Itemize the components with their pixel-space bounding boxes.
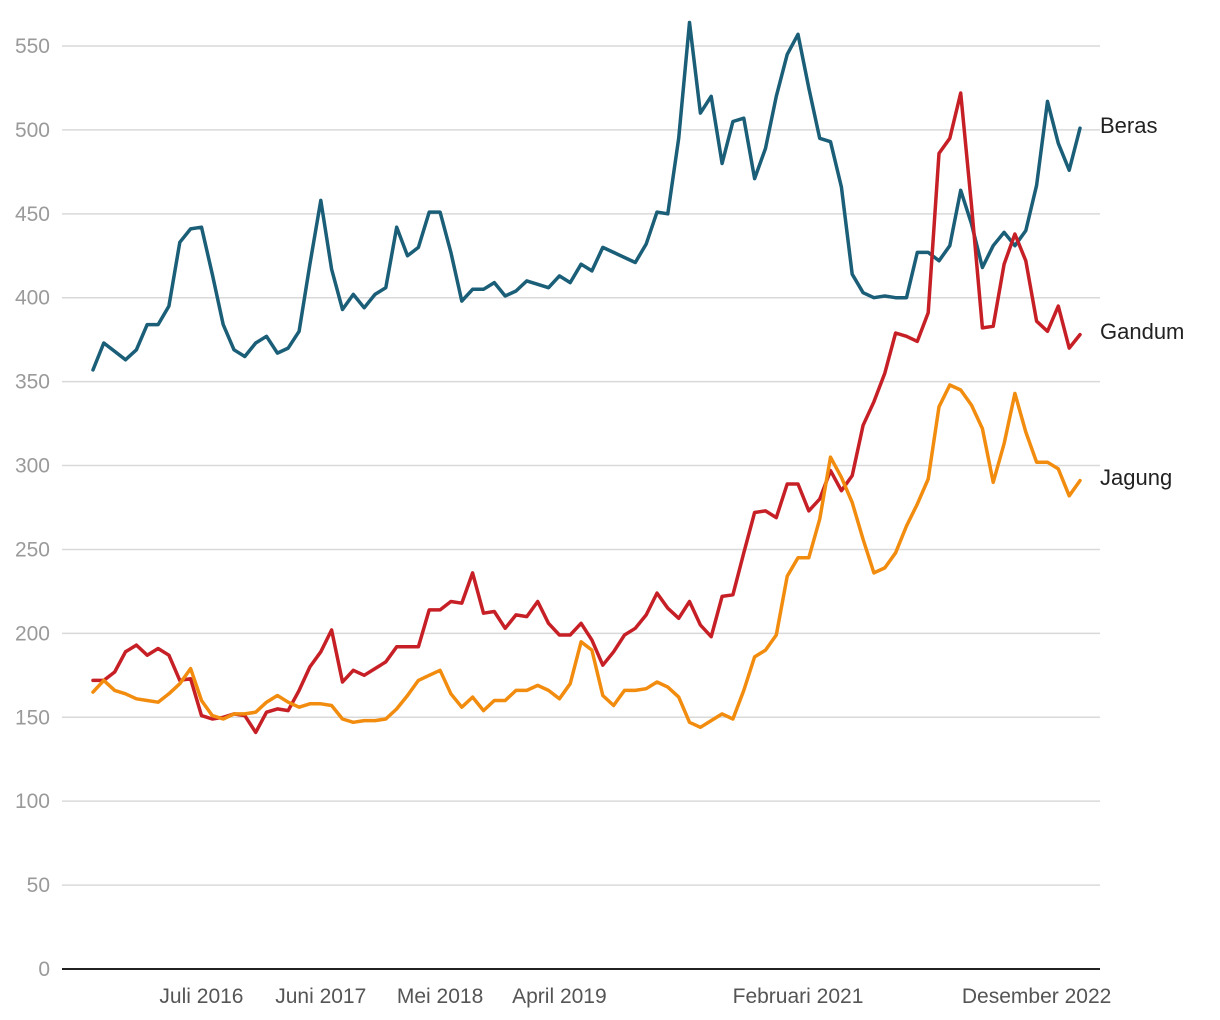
x-tick-label-0: Juli 2016 (159, 985, 243, 1008)
x-tick-label-4: Februari 2021 (733, 985, 864, 1008)
x-tick-label-1: Juni 2017 (275, 985, 366, 1008)
series-label-jagung: Jagung (1100, 465, 1172, 490)
series-lines (91, 20, 1082, 735)
series-line-beras (91, 20, 1082, 372)
y-tick-label-500: 500 (15, 119, 50, 142)
y-tick-label-550: 550 (15, 35, 50, 58)
x-tick-label-2: Mei 2018 (397, 985, 483, 1008)
gridlines (62, 45, 1100, 886)
y-tick-label-400: 400 (15, 287, 50, 310)
y-tick-label-450: 450 (15, 203, 50, 226)
series-label-gandum: Gandum (1100, 319, 1184, 344)
y-tick-label-0: 0 (38, 958, 50, 981)
y-tick-label-50: 50 (27, 874, 50, 897)
x-tick-label-3: April 2019 (512, 985, 607, 1008)
x-tick-label-5: Desember 2022 (962, 985, 1111, 1008)
y-tick-label-350: 350 (15, 371, 50, 394)
series-line-gandum (91, 91, 1082, 735)
y-tick-label-100: 100 (15, 790, 50, 813)
series-labels: Beras Gandum Jagung (1100, 113, 1184, 490)
y-tick-label-150: 150 (15, 706, 50, 729)
y-tick-label-200: 200 (15, 622, 50, 645)
y-axis-ticks: 0 50 100 150 200 250 300 350 400 450 500 550 (15, 35, 50, 981)
y-tick-label-250: 250 (15, 538, 50, 561)
series-label-beras: Beras (1100, 113, 1157, 138)
y-tick-label-300: 300 (15, 455, 50, 478)
series-line-jagung (91, 383, 1082, 730)
x-axis-ticks: Juli 2016 Juni 2017 Mei 2018 April 2019 Febr… (159, 985, 1111, 1008)
